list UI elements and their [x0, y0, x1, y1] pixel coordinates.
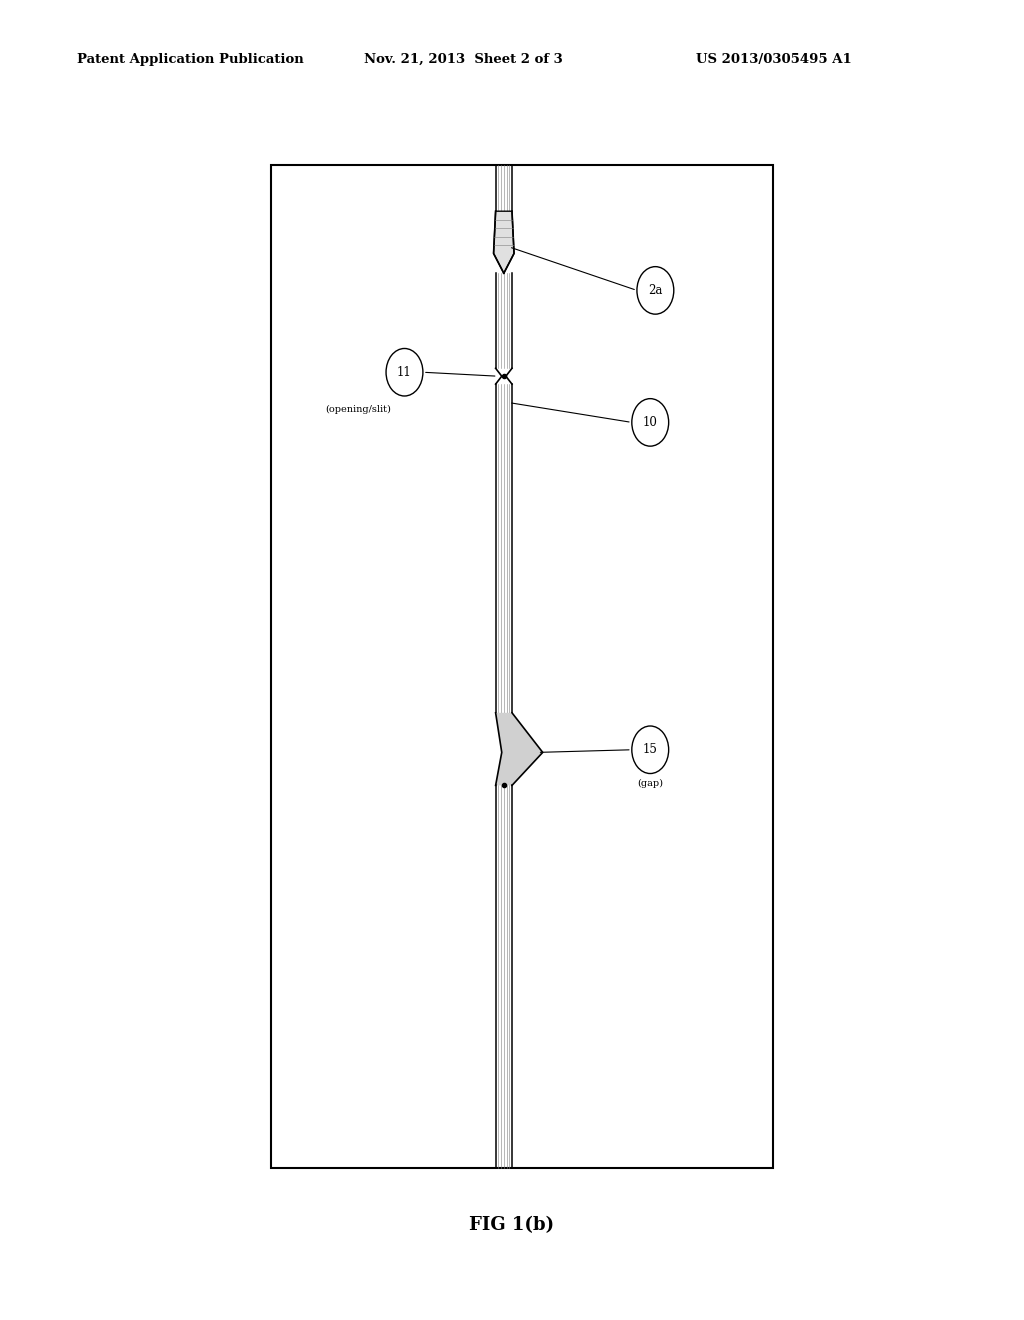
Text: 2a: 2a	[648, 284, 663, 297]
Text: (gap): (gap)	[637, 779, 664, 788]
Circle shape	[632, 726, 669, 774]
Circle shape	[632, 399, 669, 446]
Text: 15: 15	[643, 743, 657, 756]
Text: Patent Application Publication: Patent Application Publication	[77, 53, 303, 66]
Text: Nov. 21, 2013  Sheet 2 of 3: Nov. 21, 2013 Sheet 2 of 3	[364, 53, 562, 66]
Circle shape	[637, 267, 674, 314]
Text: FIG 1(b): FIG 1(b)	[469, 1216, 555, 1234]
Polygon shape	[496, 713, 543, 785]
Polygon shape	[494, 211, 514, 273]
Text: 10: 10	[643, 416, 657, 429]
Circle shape	[386, 348, 423, 396]
Bar	[271, 165, 773, 1168]
Text: US 2013/0305495 A1: US 2013/0305495 A1	[696, 53, 852, 66]
Text: (opening/slit): (opening/slit)	[326, 405, 391, 414]
Text: 11: 11	[397, 366, 412, 379]
